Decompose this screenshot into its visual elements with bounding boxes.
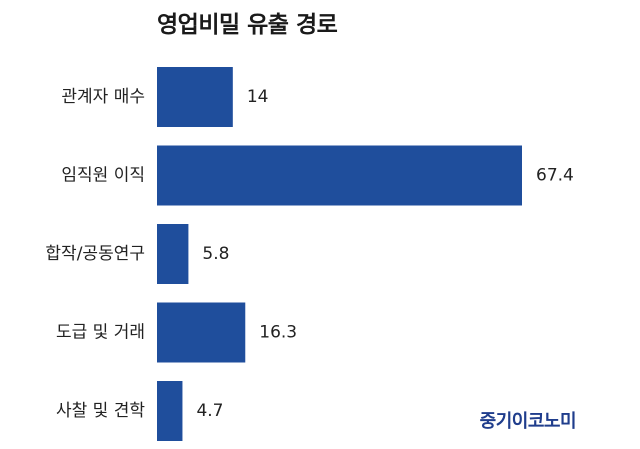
bar bbox=[157, 224, 189, 284]
value-label: 67.4 bbox=[536, 166, 574, 186]
category-label: 합작/공동연구 bbox=[45, 244, 145, 264]
publisher-logo-text: 중기이코노미 bbox=[479, 411, 577, 432]
category-label: 도급 및 거래 bbox=[56, 323, 145, 343]
bar bbox=[157, 145, 522, 206]
value-label: 4.7 bbox=[196, 401, 223, 421]
value-label: 14 bbox=[247, 87, 269, 107]
category-label: 관계자 매수 bbox=[61, 87, 145, 107]
bar bbox=[157, 381, 183, 441]
value-label: 5.8 bbox=[202, 244, 229, 264]
bar bbox=[157, 302, 246, 363]
chart-title: 영업비밀 유출 경로 bbox=[157, 12, 338, 38]
value-label: 16.3 bbox=[259, 323, 297, 343]
category-label: 임직원 이직 bbox=[61, 166, 145, 186]
bar bbox=[157, 67, 233, 127]
category-label: 사찰 및 견학 bbox=[56, 401, 145, 421]
